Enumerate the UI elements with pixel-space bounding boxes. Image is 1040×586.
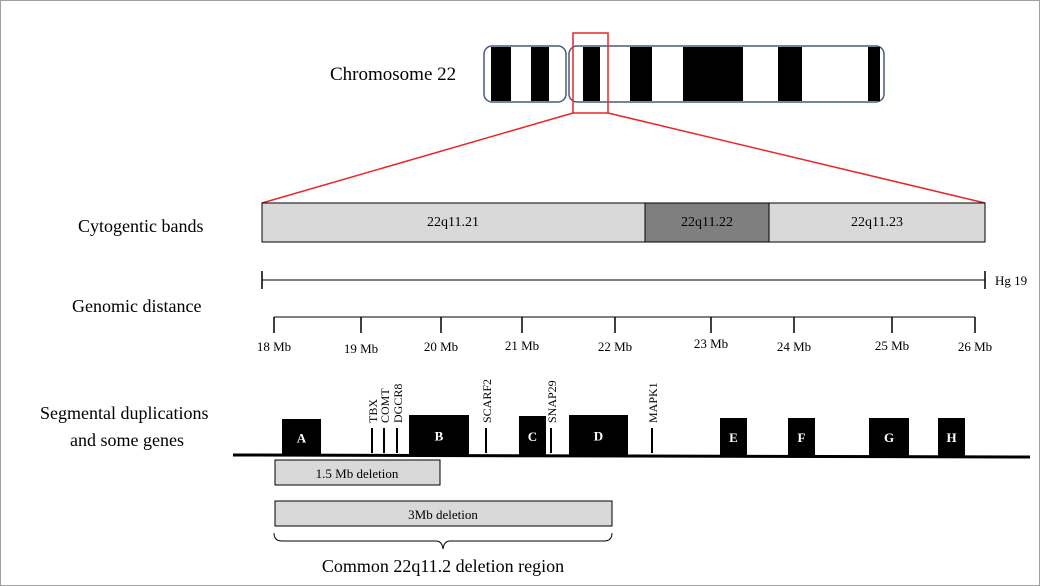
lcr-block <box>938 418 965 456</box>
chromosome-label: Chromosome 22 <box>330 64 456 85</box>
lcr-block <box>519 416 546 456</box>
band-22q11-23 <box>768 202 986 243</box>
gene-label: TBX <box>366 399 380 423</box>
genomic-ticks: 18 Mb 19 Mb 20 Mb 21 Mb 22 Mb 23 Mb 24 Mb 25 Mb… <box>257 317 992 356</box>
genomic-distance-label: Genomic distance <box>72 296 201 316</box>
lcr-block <box>409 415 469 456</box>
lcr-block-label: G <box>884 430 894 445</box>
lcr-block <box>569 415 628 456</box>
assembly-label: Hg 19 <box>995 273 1027 288</box>
cytogenetic-bands: 22q11.21 22q11.22 22q11.23 <box>261 202 986 243</box>
chromosome-band <box>778 47 802 101</box>
lcr-block-label: E <box>729 430 738 445</box>
genomic-tick-label: 26 Mb <box>958 339 992 354</box>
genome-baseline <box>232 453 1031 459</box>
genomic-tick-label: 18 Mb <box>257 339 291 354</box>
cytogenetic-bands-label: Cytogentic bands <box>78 216 203 236</box>
common-region-label: Common 22q11.2 deletion region <box>322 556 564 576</box>
genomic-axis: 18 Mb 19 Mb 20 Mb 21 Mb 22 Mb 23 Mb 24 Mb 25 Mb… <box>257 316 992 356</box>
lcr-block <box>788 418 815 456</box>
chromosome-band <box>583 47 600 101</box>
gene-label: SNAP29 <box>545 380 559 423</box>
genomic-tick-label: 22 Mb <box>598 339 632 354</box>
genomic-tick-label: 19 Mb <box>344 341 378 356</box>
genomic-tick-label: 20 Mb <box>424 339 458 354</box>
band-label: 22q11.21 <box>427 215 479 230</box>
lcr-block-label: F <box>798 430 806 445</box>
hg19-span: Hg 19 <box>261 271 1027 289</box>
band-label: 22q11.22 <box>681 215 733 230</box>
common-region-brace <box>273 532 613 550</box>
lcr-block-label: H <box>946 430 956 445</box>
lcr-block <box>869 418 909 456</box>
gene-label: DGCR8 <box>391 384 405 423</box>
lcr-block <box>720 418 747 456</box>
chromosome-band <box>630 47 652 101</box>
band-label: 22q11.23 <box>851 215 903 230</box>
gene-label: MAPK1 <box>646 382 660 423</box>
deletions: 1.5 Mb deletion 3Mb deletion Common 22q1… <box>273 459 613 576</box>
deletion-3mb-label: 3Mb deletion <box>408 507 478 522</box>
lcr-block <box>282 419 321 456</box>
lcr-block-label: A <box>297 431 307 446</box>
chromosome-band <box>491 47 511 101</box>
deletion-1-5mb-bar <box>274 459 441 486</box>
genomic-tick-label: 25 Mb <box>875 338 909 353</box>
lcr-block-label: D <box>594 429 603 444</box>
genomic-tick-label: 23 Mb <box>694 336 728 351</box>
genomic-tick-label: 21 Mb <box>505 338 539 353</box>
lcr-blocks: A B C D E F G H <box>282 415 965 456</box>
gene-label: COMT <box>378 388 392 423</box>
region-highlight-box <box>572 32 609 114</box>
segdup-label-line2: and some genes <box>70 430 184 450</box>
band-22q11-21 <box>261 202 646 243</box>
gene-label: SCARF2 <box>480 379 494 423</box>
deletion-3mb-bar <box>274 500 613 527</box>
chromosome-band <box>868 47 880 101</box>
genomic-tick-label: 24 Mb <box>777 339 811 354</box>
lcr-block-label: B <box>435 429 444 444</box>
zoom-line-left <box>261 112 574 204</box>
chromosome-band <box>531 47 549 101</box>
zoom-line-right <box>607 112 986 204</box>
chromosome-band <box>683 47 743 101</box>
chromosome-ideogram <box>483 32 885 114</box>
deletion-1-5mb-label: 1.5 Mb deletion <box>316 466 399 481</box>
segdup-label-line1: Segmental duplications <box>40 403 208 423</box>
lcr-block-label: C <box>528 429 537 444</box>
